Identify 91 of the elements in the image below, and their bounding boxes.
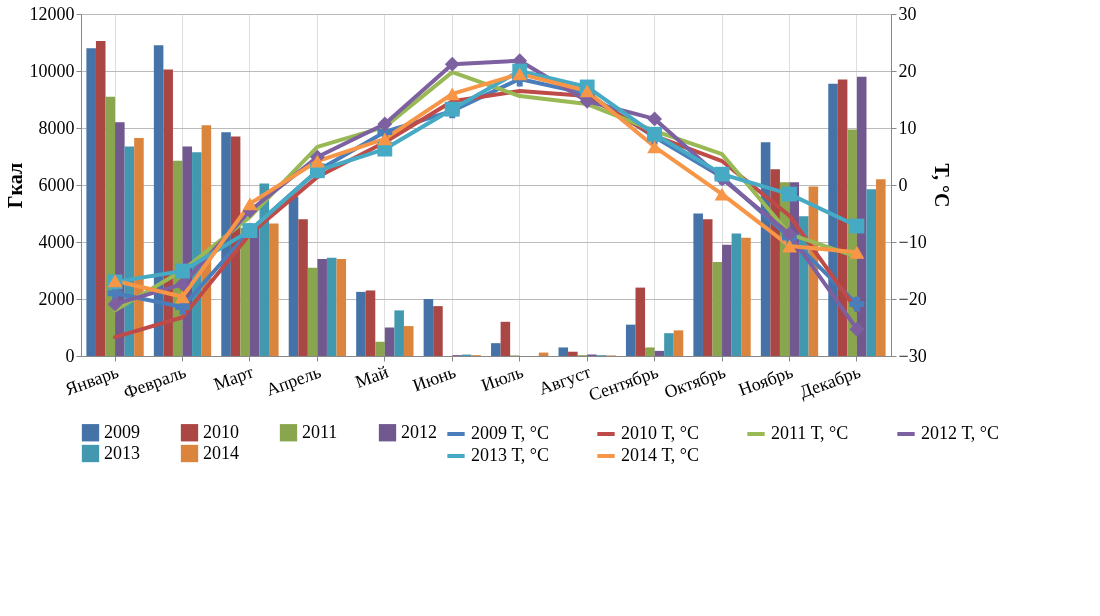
y-tick-label: 6000	[38, 174, 75, 195]
bar	[269, 223, 279, 356]
x-tick-label: Июль	[478, 361, 526, 396]
bar	[741, 237, 751, 356]
bar	[134, 137, 144, 356]
legend-label: 2012	[401, 421, 437, 442]
y-tick-label: 4000	[38, 231, 75, 252]
point	[849, 245, 865, 259]
legend-label: 2009 Т, °С	[471, 423, 549, 443]
bar	[558, 347, 569, 356]
bar	[336, 259, 347, 356]
bar	[317, 259, 327, 356]
y-tick-label: 12000	[29, 3, 75, 24]
bar	[635, 287, 646, 356]
bar	[375, 341, 385, 356]
bar	[384, 327, 395, 356]
point	[377, 116, 393, 132]
x-tick-label: Апрель	[263, 361, 324, 400]
bar	[712, 261, 723, 356]
bar	[866, 189, 877, 356]
bar	[722, 244, 732, 356]
bar	[365, 290, 376, 356]
bar	[95, 41, 106, 356]
bar	[307, 267, 318, 356]
y2-tick-label: 20	[898, 60, 917, 81]
bar	[731, 233, 742, 356]
y2-tick-label: 10	[898, 117, 917, 138]
x-tick-label: Февраль	[120, 361, 189, 403]
bar	[664, 333, 674, 356]
legend-label: 2010	[203, 421, 239, 442]
y-tick-label: 10000	[29, 60, 75, 81]
legend-label: 2011 Т, °С	[771, 423, 849, 443]
point	[309, 154, 325, 168]
x-tick-label: Октябрь	[661, 361, 729, 403]
point	[782, 186, 797, 202]
bar	[568, 351, 578, 356]
bar	[433, 306, 443, 356]
point	[242, 197, 258, 211]
bar	[491, 343, 501, 356]
x-tick-label: Март	[211, 361, 257, 395]
y2-tick-label: −10	[898, 231, 927, 252]
bar	[423, 299, 434, 356]
y-tick-label: 2000	[38, 288, 75, 309]
point	[175, 290, 190, 304]
legend-label: 2014 Т, °С	[621, 445, 699, 465]
bar	[394, 310, 404, 356]
legend-label: 2014	[203, 442, 239, 463]
y2-tick-label: 0	[898, 174, 908, 195]
point	[714, 187, 730, 201]
bar	[645, 347, 655, 356]
point	[579, 84, 595, 98]
bar	[298, 219, 308, 356]
bar	[288, 196, 299, 356]
point	[647, 140, 663, 154]
point	[512, 67, 528, 81]
y2-tick-label: −30	[898, 345, 927, 366]
bar	[625, 324, 636, 356]
x-tick-label: Ноябрь	[735, 361, 796, 400]
point	[377, 132, 393, 146]
legend-label: 2012 Т, °С	[921, 423, 999, 443]
y-tick-label: 8000	[38, 117, 75, 138]
point	[444, 87, 460, 101]
legend-label: 2011	[302, 421, 338, 442]
y2-tick-label: 30	[898, 3, 917, 24]
bar	[500, 321, 511, 356]
legend-label: 2010 Т, °С	[621, 423, 699, 443]
point	[849, 296, 865, 312]
bar	[876, 179, 886, 356]
point	[175, 276, 190, 292]
x-tick-label: Июнь	[409, 361, 459, 396]
bar	[86, 48, 96, 356]
point	[782, 239, 797, 253]
y-axis-title: Гкал	[3, 162, 26, 209]
point	[849, 321, 865, 337]
point	[175, 263, 190, 279]
legend-label: 2009	[104, 421, 140, 442]
y2-axis-title: Т, °С	[930, 163, 953, 208]
x-tick-label: Май	[352, 361, 392, 392]
point	[444, 56, 460, 72]
bar	[654, 350, 665, 356]
bar	[693, 213, 703, 356]
legend-label: 2013 Т, °С	[471, 445, 549, 465]
point	[647, 111, 663, 127]
bar	[326, 257, 337, 356]
bar	[673, 330, 684, 356]
bar	[403, 326, 414, 356]
bar	[702, 219, 713, 356]
legend-label: 2013	[104, 442, 140, 463]
y2-tick-label: −20	[898, 288, 927, 309]
point	[107, 296, 123, 312]
bar	[356, 291, 366, 356]
